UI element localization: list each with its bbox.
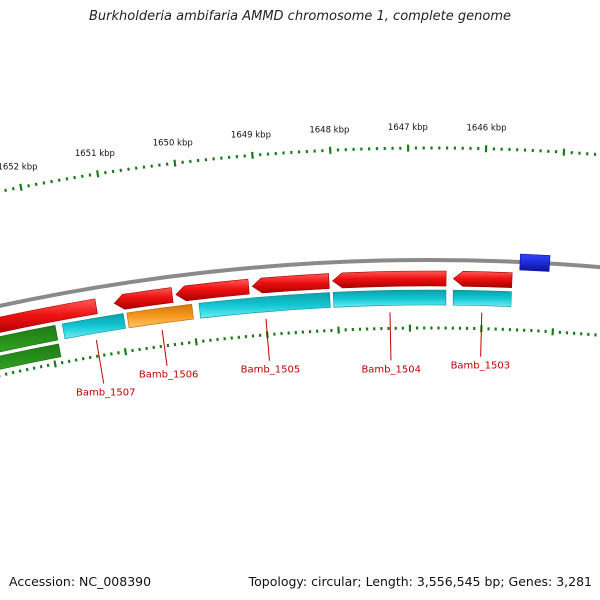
- scale-tick: [60, 360, 64, 365]
- topology-text: Topology: circular; Length: 3,556,545 bp…: [248, 574, 592, 589]
- gene-leader-line: [480, 312, 483, 357]
- scale-tick: [74, 358, 78, 362]
- scale-tick: [53, 360, 57, 368]
- scale-tick: [65, 177, 69, 181]
- scale-tick: [32, 366, 36, 370]
- scale-tick: [11, 370, 15, 375]
- gene-label[interactable]: Bamb_1505: [241, 365, 301, 376]
- gene-leader-line: [161, 330, 168, 366]
- scale-tick: [34, 182, 38, 187]
- gene-feature[interactable]: [126, 303, 194, 329]
- cds-feature[interactable]: [113, 287, 174, 310]
- scale-label: 1646 kbp: [467, 124, 507, 134]
- scale-tick: [251, 151, 254, 159]
- gene-feature[interactable]: [0, 324, 59, 390]
- scale-label: 1649 kbp: [231, 130, 271, 140]
- cds-feature[interactable]: [332, 270, 447, 289]
- scale-tick: [81, 357, 85, 361]
- scale-label: 1648 kbp: [309, 125, 349, 135]
- scale-tick: [42, 181, 46, 185]
- scale-tick: [39, 365, 43, 369]
- gene-leader-line: [265, 318, 270, 361]
- cds-feature[interactable]: [175, 278, 250, 302]
- gene-feature-secondary[interactable]: [0, 343, 62, 406]
- scale-label: 1652 kbp: [0, 163, 38, 173]
- scale-tick: [50, 179, 53, 184]
- scale-label: 1651 kbp: [75, 149, 115, 159]
- scale-tick: [25, 367, 29, 372]
- scale-label: 1647 kbp: [388, 123, 428, 133]
- cds-feature[interactable]: [251, 273, 330, 294]
- scale-tick: [88, 355, 92, 360]
- cds-feature[interactable]: [452, 270, 513, 288]
- scale-tick: [57, 178, 61, 182]
- gene-feature[interactable]: [452, 289, 512, 307]
- map-title: Burkholderia ambifaria AMMD chromosome 1…: [88, 9, 512, 24]
- gene-label[interactable]: Bamb_1504: [361, 364, 421, 375]
- cds-feature[interactable]: [0, 298, 98, 336]
- scale-tick: [96, 170, 100, 178]
- gene-feature[interactable]: [61, 313, 126, 340]
- scale-tick: [123, 348, 128, 356]
- scale-tick: [27, 184, 30, 188]
- scale-tick: [194, 338, 198, 346]
- scale-tick: [46, 363, 50, 368]
- gene-feature[interactable]: [519, 253, 551, 272]
- gene-leader-line: [95, 340, 105, 384]
- gene-label[interactable]: Bamb_1503: [451, 361, 511, 372]
- scale-label: 1650 kbp: [153, 138, 193, 148]
- gene-feature[interactable]: [198, 292, 331, 319]
- gene-label[interactable]: Bamb_1506: [139, 370, 199, 381]
- scale-tick: [19, 183, 23, 191]
- scale-tick: [67, 359, 71, 363]
- gene-leader-line: [389, 312, 392, 361]
- chromosome-backbone: [0, 258, 600, 308]
- accession-text: Accession: NC_008390: [9, 574, 152, 589]
- scale-tick: [11, 187, 15, 191]
- scale-tick: [95, 354, 99, 358]
- scale-tick: [4, 372, 8, 376]
- scale-tick: [173, 159, 177, 167]
- scale-tick: [4, 188, 7, 192]
- scale-tick: [18, 369, 22, 373]
- gene-label[interactable]: Bamb_1507: [76, 387, 136, 398]
- gene-feature[interactable]: [332, 289, 447, 308]
